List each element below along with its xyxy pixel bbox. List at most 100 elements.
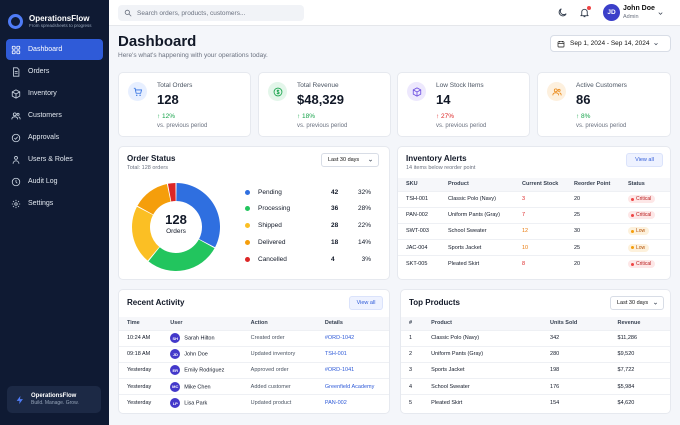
sidebar-item-dashboard[interactable]: Dashboard	[6, 39, 103, 60]
table-row[interactable]: 1 Classic Polo (Navy) 342 $11,286	[401, 329, 670, 347]
details-link[interactable]: #ORD-1041	[316, 361, 389, 379]
table-row[interactable]: 5 Pleated Skirt 154 $4,620	[401, 394, 670, 411]
table-row[interactable]: PAN-002 Uniform Pants (Gray) 7 25 Critical	[398, 206, 670, 224]
stat-value: $48,329	[297, 92, 344, 107]
table-row[interactable]: 4 School Sweater 176 $5,984	[401, 378, 670, 395]
table-row[interactable]: JAC-004 Sports Jacket 10 25 Low	[398, 239, 670, 256]
stock-cell: 7	[514, 206, 566, 224]
activity-view-all-button[interactable]: View all	[349, 296, 383, 310]
sidebar-item-inventory[interactable]: Inventory	[6, 83, 103, 104]
chevron-down-icon	[369, 159, 372, 162]
inventory-view-all-button[interactable]: View all	[626, 153, 663, 167]
user-name[interactable]: John Doe	[623, 5, 655, 12]
table-row[interactable]: SWT-003 School Sweater 12 30 Low	[398, 222, 670, 240]
legend-label: Shipped	[258, 222, 282, 230]
units-cell: 342	[542, 329, 610, 347]
time-cell: 10:24 AM	[119, 329, 163, 347]
sidebar-item-users-roles[interactable]: Users & Roles	[6, 149, 103, 170]
status-cell: Low	[620, 222, 670, 240]
chevron-down-icon[interactable]	[657, 10, 664, 17]
donut-center-value: 128	[165, 212, 187, 227]
table-row[interactable]: TSH-001 Classic Polo (Navy) 3 20 Critical	[398, 190, 670, 208]
sidebar-footer[interactable]: OperationsFlow Build. Manage. Grow.	[7, 386, 101, 413]
status-cell: Critical	[620, 190, 670, 208]
check-circle-icon	[11, 133, 21, 143]
rank-cell: 1	[401, 329, 424, 347]
stat-card-total-orders[interactable]: Total Orders 128 ↑ 12% vs. previous period	[118, 72, 251, 137]
bell-icon	[580, 8, 589, 18]
avatar: JD	[170, 349, 181, 360]
stat-label: Total Revenue	[297, 82, 339, 89]
revenue-cell: $7,722	[609, 361, 670, 379]
legend-swatch	[245, 189, 250, 195]
stock-cell: 3	[514, 190, 566, 208]
units-cell: 198	[542, 361, 610, 379]
sidebar-item-orders[interactable]: Orders	[6, 61, 103, 82]
topbar: JD John Doe Admin	[109, 0, 680, 26]
status-badge: Low	[628, 227, 650, 236]
revenue-cell: $11,286	[609, 329, 670, 347]
gear-icon	[11, 199, 21, 209]
order-status-card: Order Status Total: 128 orders Last 30 d…	[118, 146, 390, 280]
table-row[interactable]: 10:24 AM SH Sarah Hilton Created order #ORD-…	[119, 329, 389, 347]
product-cell: Classic Polo (Navy)	[440, 190, 514, 208]
sidebar-item-settings[interactable]: Settings	[6, 193, 103, 214]
table-row[interactable]: 3 Sports Jacket 198 $7,722	[401, 361, 670, 379]
details-link[interactable]: TSH-001	[316, 345, 389, 363]
table-row[interactable]: SKT-005 Pleated Skirt 8 20 Critical	[398, 255, 670, 272]
legend-count: 36	[331, 205, 339, 213]
product-cell: Sports Jacket	[423, 361, 543, 379]
revenue-cell: $5,984	[609, 378, 670, 395]
sidebar-item-customers[interactable]: Customers	[6, 105, 103, 126]
column-header: Units Sold	[542, 317, 610, 330]
legend-swatch	[245, 239, 250, 245]
legend-swatch	[245, 223, 250, 229]
avatar[interactable]: JD	[603, 4, 620, 21]
order-status-filter[interactable]: Last 30 days	[321, 153, 379, 167]
sidebar-item-approvals[interactable]: Approvals	[6, 127, 103, 148]
stock-cell: 12	[514, 222, 566, 240]
sidebar-item-label: Orders	[28, 68, 50, 75]
details-link[interactable]: Greenfield Academy	[316, 378, 389, 395]
column-header: Details	[316, 317, 389, 330]
donut-slice-processing	[148, 239, 215, 271]
top-products-filter[interactable]: Last 30 days	[610, 296, 664, 310]
legend-label: Pending	[258, 188, 282, 196]
stat-value: 86	[576, 92, 591, 107]
table-row[interactable]: 09:18 AM JD John Doe Updated inventory TSH-0…	[119, 345, 389, 363]
sidebar-item-label: Inventory	[28, 90, 57, 97]
column-header: Time	[119, 317, 163, 330]
units-cell: 176	[542, 378, 610, 395]
notification-button[interactable]	[579, 6, 591, 18]
stat-value: 128	[157, 92, 179, 107]
product-cell: Uniform Pants (Gray)	[440, 206, 514, 224]
order-status-subtitle: Total: 128 orders	[127, 165, 168, 171]
column-header: Revenue	[609, 317, 670, 330]
legend-swatch	[245, 206, 250, 212]
table-row[interactable]: Yesterday LP Lisa Park Updated product PAN-0…	[119, 394, 389, 411]
action-cell: Created order	[242, 329, 317, 347]
table-row[interactable]: Yesterday ER Emily Rodriguez Approved order…	[119, 361, 389, 379]
stat-card-low-stock-items[interactable]: Low Stock Items 14 ↑ 27% vs. previous perio…	[397, 72, 530, 137]
recent-activity-title: Recent Activity	[127, 298, 185, 307]
chevron-down-icon	[654, 43, 658, 46]
sidebar-item-audit-log[interactable]: Audit Log	[6, 171, 103, 192]
date-range-picker[interactable]: Sep 1, 2024 - Sep 14, 2024	[550, 35, 671, 52]
inventory-alerts-card: Inventory Alerts 14 items below reorder …	[397, 146, 671, 280]
legend-percent: 32%	[357, 188, 371, 196]
rank-cell: 4	[401, 378, 424, 395]
donut-slice-pending	[176, 183, 220, 248]
details-link[interactable]: #ORD-1042	[316, 329, 389, 347]
table-row[interactable]: 2 Uniform Pants (Gray) 280 $9,520	[401, 345, 670, 363]
action-cell: Approved order	[242, 361, 317, 379]
reorder-cell: 20	[566, 255, 620, 272]
stat-card-total-revenue[interactable]: Total Revenue $48,329 ↑ 18% vs. previous pe…	[258, 72, 391, 137]
table-row[interactable]: Yesterday MC Mike Chen Added customer Greenf…	[119, 378, 389, 395]
legend-swatch	[245, 256, 250, 262]
legend-label: Delivered	[258, 238, 286, 246]
stat-label: Low Stock Items	[436, 82, 484, 89]
search-input[interactable]	[137, 9, 297, 17]
details-link[interactable]: PAN-002	[316, 394, 389, 411]
stat-card-active-customers[interactable]: Active Customers 86 ↑ 8% vs. previous perio…	[537, 72, 671, 137]
moon-icon[interactable]	[557, 7, 568, 18]
